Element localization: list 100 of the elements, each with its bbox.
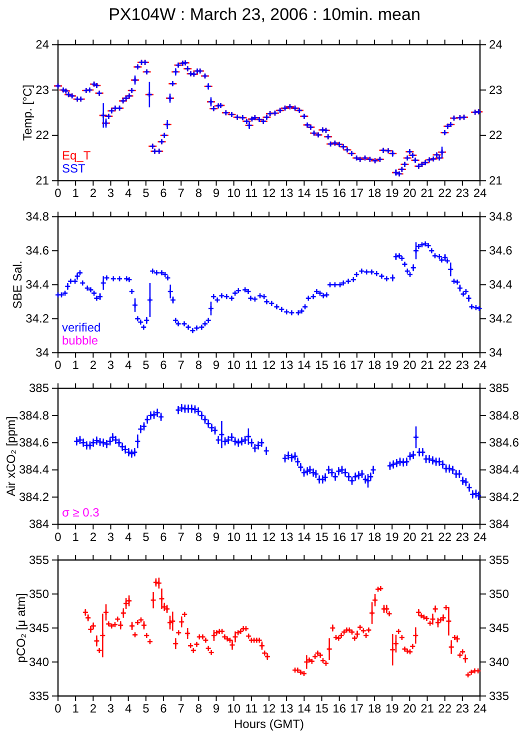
x-tick-label: 6 (160, 702, 168, 716)
x-tick-label: 24 (473, 186, 487, 200)
x-tick-label: 18 (368, 530, 382, 544)
y2-tick-label: 34.6 (489, 244, 513, 258)
x-tick-label: 17 (350, 702, 364, 716)
x-tick-label: 15 (315, 358, 329, 372)
x-tick-label: 5 (142, 530, 150, 544)
x-tick-label: 21 (420, 530, 434, 544)
y-tick-label: 34.6 (26, 244, 50, 258)
x-tick-label: 2 (90, 530, 97, 544)
x-tick-label: 2 (90, 186, 97, 200)
x-tick-label: 21 (420, 358, 434, 372)
x-tick-label: 2 (90, 358, 97, 372)
x-tick-label: 23 (456, 186, 470, 200)
x-tick-label: 12 (262, 186, 276, 200)
x-tick-label: 11 (245, 358, 258, 372)
y-tick-label: 24 (36, 38, 50, 52)
y-tick-label: 34.2 (26, 312, 50, 326)
x-tick-label: 4 (124, 186, 132, 200)
x-tick-label: 10 (227, 530, 241, 544)
x-tick-label: 16 (332, 358, 346, 372)
x-tick-label: 16 (332, 702, 346, 716)
x-tick-label: 13 (280, 358, 294, 372)
x-tick-label: 10 (227, 186, 241, 200)
y-tick-label: 345 (28, 620, 50, 635)
y-tick-label: 21 (36, 174, 50, 188)
x-tick-label: 14 (297, 702, 312, 716)
x-tick-label: 6 (160, 358, 168, 372)
y-axis-title: Temp. [°C] (20, 84, 35, 141)
y-tick-label: 384.4 (18, 462, 50, 477)
x-tick-label: 4 (124, 702, 132, 716)
x-tick-label: 7 (178, 702, 185, 716)
x-tick-label: 20 (402, 186, 417, 200)
x-tick-label: 0 (54, 702, 62, 716)
y-tick-label: 384.2 (18, 490, 50, 504)
text: SST (62, 162, 86, 176)
x-tick-label: 9 (212, 186, 220, 200)
y2-tick-label: 384.2 (489, 490, 520, 504)
x-tick-label: 10 (227, 702, 241, 716)
x-tick-label: 18 (368, 702, 382, 716)
x-tick-label: 19 (385, 530, 400, 544)
x-tick-label: 11 (245, 186, 258, 200)
x-tick-label: 5 (142, 702, 150, 716)
y2-tick-label: 355 (489, 552, 510, 567)
y2-tick-label: 24 (489, 38, 503, 52)
x-tick-label: 4 (124, 530, 132, 544)
y2-tick-label: 385 (489, 381, 510, 396)
x-tick-label: 8 (195, 186, 202, 200)
annotation: σ ≥ 0.3 (62, 505, 100, 520)
x-tick-label: 17 (350, 186, 364, 200)
x-tick-label: 2 (90, 702, 97, 716)
y-tick-label: 335 (28, 688, 50, 703)
y2-tick-label: 34 (489, 346, 503, 360)
x-tick-label: 21 (420, 702, 434, 716)
x-tick-label: 7 (178, 358, 185, 372)
y-tick-label: 34.4 (26, 278, 50, 292)
chart-title: PX104W : March 23, 2006 : 10min. mean (108, 5, 420, 24)
x-tick-label: 17 (350, 358, 364, 372)
x-tick-label: 20 (402, 358, 417, 372)
x-tick-label: 1 (72, 186, 80, 200)
x-tick-label: 13 (280, 702, 294, 716)
x-tick-label: 24 (473, 530, 487, 544)
y-tick-label: 355 (28, 552, 50, 567)
x-tick-label: 8 (195, 530, 202, 544)
x-tick-label: 0 (54, 358, 62, 372)
x-tick-label: 13 (280, 186, 294, 200)
x-tick-label: 19 (385, 186, 400, 200)
y2-tick-label: 34.2 (489, 312, 513, 326)
x-tick-label: 24 (473, 358, 487, 372)
x-tick-label: 16 (332, 186, 346, 200)
x-tick-label: 22 (438, 702, 452, 716)
x-tick-label: 20 (402, 530, 417, 544)
x-tick-label: 21 (420, 186, 434, 200)
x-tick-label: 6 (160, 186, 168, 200)
x-tick-label: 15 (315, 530, 329, 544)
x-tick-label: 6 (160, 530, 168, 544)
x-tick-label: 9 (212, 358, 220, 372)
x-tick-label: 23 (456, 530, 470, 544)
y2-tick-label: 384.4 (489, 462, 520, 477)
x-tick-label: 1 (72, 530, 80, 544)
x-tick-label: 22 (438, 530, 452, 544)
y2-tick-label: 34.4 (489, 278, 513, 292)
x-tick-label: 20 (402, 702, 417, 716)
x-tick-label: 7 (178, 186, 185, 200)
x-tick-label: 9 (212, 530, 220, 544)
y2-tick-label: 345 (489, 620, 510, 635)
x-tick-label: 0 (54, 186, 62, 200)
y-tick-label: 350 (28, 586, 50, 601)
x-tick-label: 17 (350, 530, 364, 544)
x-tick-label: 15 (315, 702, 329, 716)
y-tick-label: 384 (28, 517, 50, 532)
x-tick-label: 11 (245, 702, 258, 716)
x-tick-label: 14 (297, 358, 312, 372)
x-tick-label: 23 (456, 358, 470, 372)
y2-tick-label: 384.8 (489, 408, 520, 422)
x-tick-label: 1 (72, 358, 80, 372)
y2-tick-label: 384.6 (489, 436, 520, 450)
x-tick-label: 3 (107, 186, 114, 200)
x-tick-label: 12 (262, 358, 276, 372)
y-axis-title: SBE Sal. (10, 260, 25, 309)
